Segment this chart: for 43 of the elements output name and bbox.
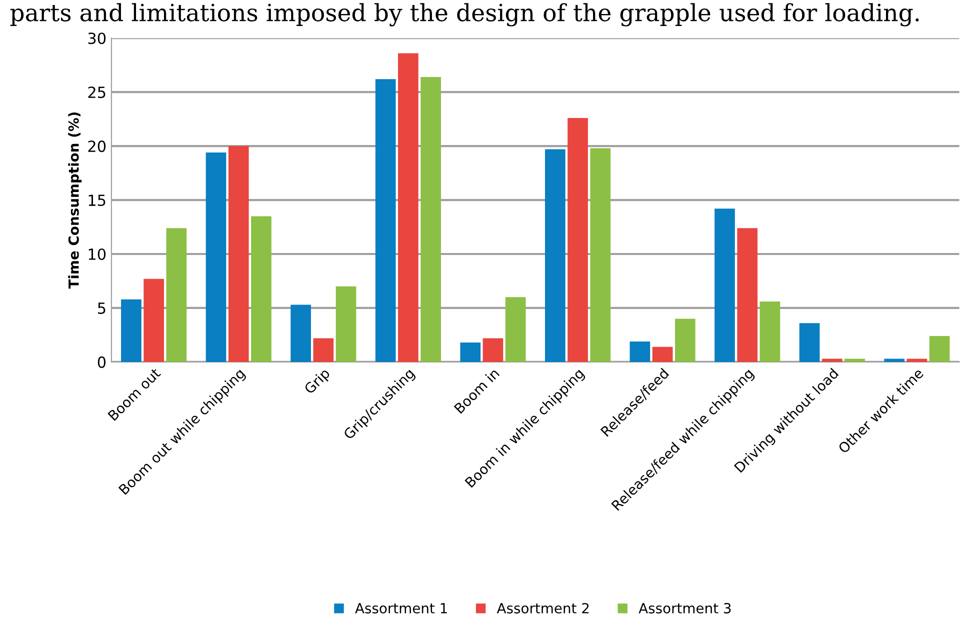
y-axis-title: Time Consumption (%)	[68, 112, 82, 289]
y-tick-label: 0	[98, 356, 106, 368]
bar	[799, 323, 820, 362]
legend-label: Assortment 2	[496, 602, 589, 614]
legend-label: Assortment 3	[638, 602, 731, 614]
bar	[630, 341, 650, 362]
bar	[228, 146, 249, 362]
bar	[206, 152, 226, 362]
y-tick-label: 25	[88, 86, 106, 98]
bar	[590, 148, 611, 362]
text: parts and limitations imposed by the design of the grapple used for loading.	[10, 3, 919, 26]
x-tick-label: Grip	[303, 367, 332, 396]
bar	[398, 53, 418, 362]
bar	[251, 216, 272, 362]
y-tick-label: 10	[88, 248, 106, 260]
bar	[375, 79, 396, 362]
y-tick-label: 30	[88, 32, 106, 44]
bar	[906, 358, 928, 362]
bar	[568, 118, 588, 362]
bar	[884, 358, 904, 362]
y-tick-label: 5	[98, 302, 106, 314]
bar	[929, 336, 950, 362]
bar	[652, 346, 673, 362]
bar	[166, 228, 187, 362]
y-tick-label: 15	[88, 194, 106, 206]
bar	[336, 286, 356, 362]
bar	[420, 76, 441, 362]
bar	[674, 318, 696, 362]
bar	[121, 299, 142, 362]
y-tick-label: 20	[88, 140, 106, 152]
bar	[290, 304, 311, 362]
bar	[822, 358, 842, 362]
legend-label: Assortment 1	[355, 603, 447, 614]
bar	[482, 338, 504, 362]
bar	[313, 338, 334, 362]
bar	[460, 342, 481, 362]
bar	[714, 208, 735, 362]
bar	[844, 358, 865, 362]
bar	[737, 228, 758, 362]
bar	[544, 149, 566, 362]
bar	[505, 297, 526, 362]
bar	[144, 278, 164, 362]
bar	[760, 302, 780, 362]
